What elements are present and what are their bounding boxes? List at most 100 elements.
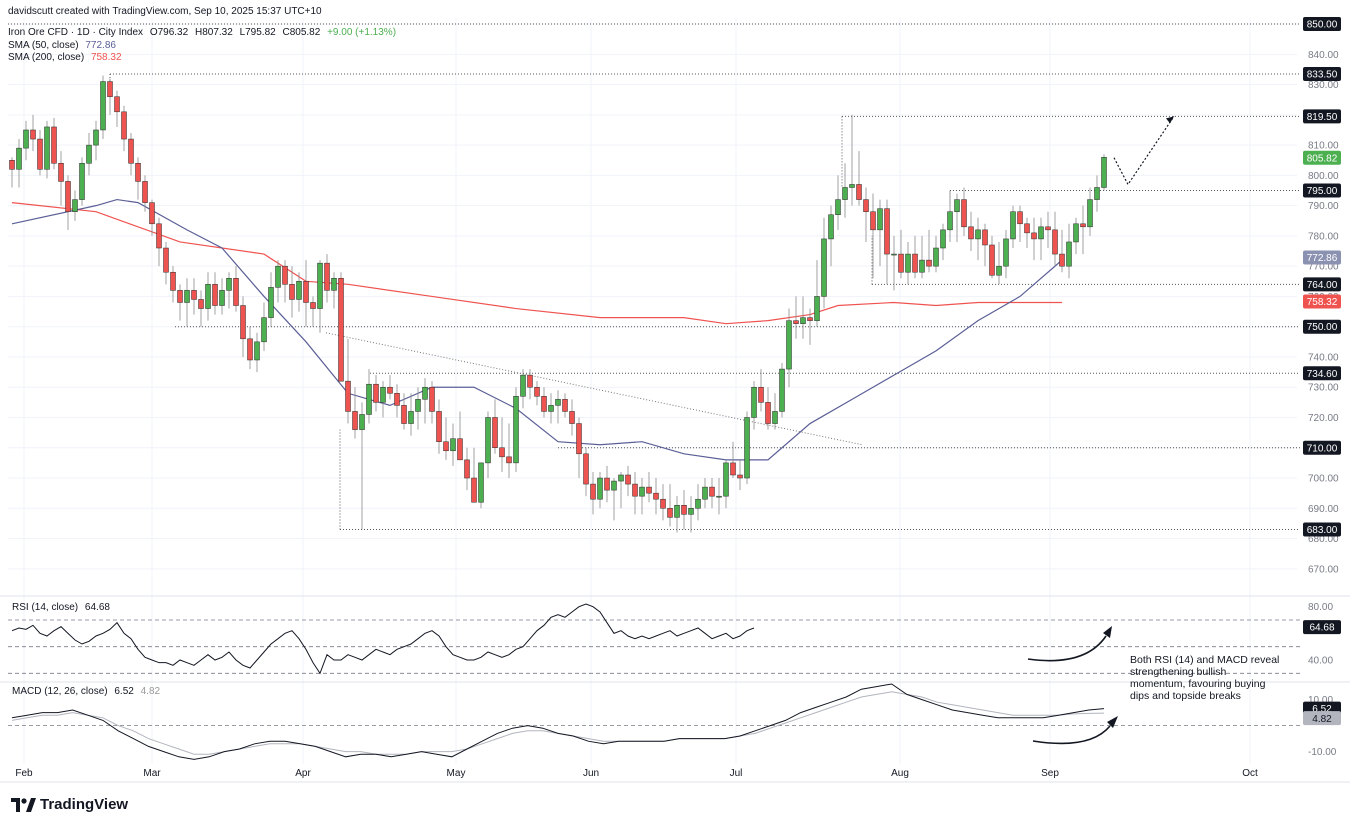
candle-body [338,278,344,382]
tradingview-brand[interactable]: TradingView [10,796,128,813]
candle-body [688,508,694,515]
level-badge-label: 850.00 [1307,20,1338,31]
candle-body [485,417,491,464]
symbol-name: Iron Ore CFD · 1D · City Index [8,27,144,38]
candle-body [359,414,365,430]
candle-body [394,393,400,406]
candle-body [590,483,596,500]
macd-legend[interactable]: MACD (12, 26, close) 6.52 4.82 [12,686,160,697]
candle-body [296,281,302,300]
candle-body [863,199,869,212]
candle-body [744,417,750,479]
y-tick-label: 790.00 [1308,201,1339,212]
candle-body [905,253,911,273]
rsi-label: RSI (14, close) [12,602,79,613]
rsi-badge-label: 64.68 [1309,623,1334,634]
candle-body [352,411,358,430]
candle-body [422,386,428,400]
candle-body [324,262,330,291]
candle-body [695,498,701,509]
candle-body [716,495,722,498]
candle-body [121,111,127,140]
candle-body [604,477,610,491]
candle-body [513,396,519,464]
candle-body [345,380,351,412]
candle-body [499,447,505,458]
x-tick-label: May [447,768,466,779]
candle-body [170,271,176,291]
candle-body [877,208,883,231]
candle-body [730,462,736,476]
candle-body [800,317,806,324]
last-price-badge [1303,150,1341,165]
rsi-curve-arrowhead [1103,626,1112,638]
candle-body [961,199,967,228]
candle-body [240,305,246,340]
candle-body [996,265,1002,276]
level-badge [1303,183,1341,198]
candle-body [317,262,323,309]
rsi-legend[interactable]: RSI (14, close) 64.68 [12,602,110,613]
x-tick-label: Jul [730,768,743,779]
candle-body [618,474,624,482]
level-badge [1303,366,1341,381]
candle-body [632,483,638,497]
sma200-line [11,202,1062,325]
x-tick-label: Mar [143,768,161,779]
candle-body [282,265,288,285]
candle-body [1045,226,1051,231]
open-value: O796.32 [149,27,189,38]
level-badge-label: 833.50 [1307,69,1338,80]
candle-body [149,202,155,225]
candle-body [37,138,43,170]
candle-body [940,229,946,249]
candle-body [870,211,876,231]
candle-body [177,290,183,303]
candle-body [401,405,407,424]
last-price-badge-label: 805.82 [1307,153,1338,164]
close-value: C805.82 [282,27,321,38]
x-tick-label: Oct [1242,768,1258,779]
candle-body [576,423,582,455]
candle-body [429,386,435,412]
sma50-legend[interactable]: SMA (50, close) 772.86 [8,40,116,51]
brand-name: TradingView [40,796,129,813]
candle-body [464,459,470,479]
candle-body [828,214,834,240]
candle-body [156,223,162,249]
level-badge-label: 764.00 [1307,280,1338,291]
candle-body [793,320,799,324]
candle-body [212,284,218,306]
candle-body [912,253,918,273]
symbol-legend: Iron Ore CFD · 1D · City Index O796.32 H… [8,27,396,38]
candle-body [807,317,813,321]
sma200-badge-label: 758.32 [1307,297,1338,308]
candle-body [639,486,645,497]
candle-body [233,278,239,306]
candle-body [1038,226,1044,240]
y-tick-label: 700.00 [1308,474,1339,485]
candle-body [142,181,148,203]
candle-body [471,477,477,503]
candle-body [583,453,589,485]
level-badge [1303,109,1341,124]
candle-body [541,396,547,412]
level-badge [1303,66,1341,81]
candle-body [1052,229,1058,255]
x-tick-label: Aug [891,768,909,779]
candle-body [1017,211,1023,225]
candle-body [646,486,652,494]
candle-body [954,199,960,212]
projection-arrowhead [1166,116,1174,124]
candle-body [849,184,855,188]
sma200-legend[interactable]: SMA (200, close) 758.32 [8,52,122,63]
candle-body [268,287,274,318]
candle-body [219,290,225,306]
candle-body [975,229,981,240]
candle-body [9,159,15,170]
candle-body [989,244,995,276]
y-tick-label: 830.00 [1308,80,1339,91]
y-tick-label: 800.00 [1308,171,1339,182]
candle-body [261,317,267,343]
